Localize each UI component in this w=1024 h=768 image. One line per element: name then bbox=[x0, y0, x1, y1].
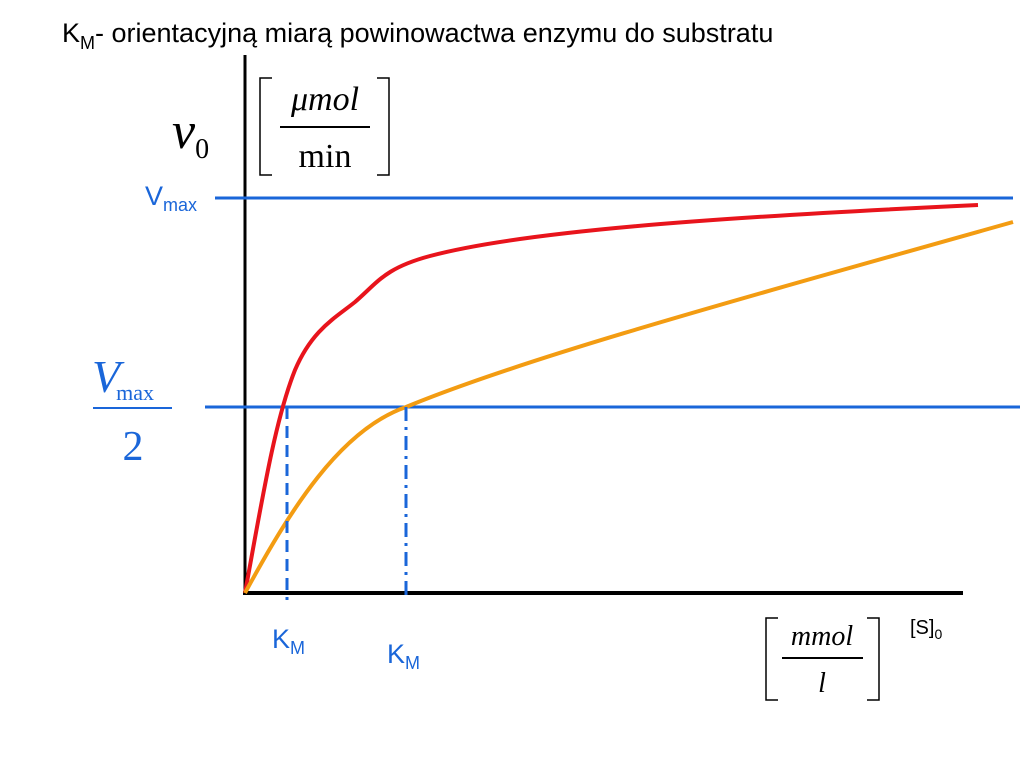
bracket bbox=[867, 617, 880, 701]
title-sub: M bbox=[80, 33, 95, 53]
bracket bbox=[259, 77, 272, 176]
km-sub: M bbox=[290, 638, 305, 658]
vmax-sub: max bbox=[163, 195, 197, 215]
x-label-sub: 0 bbox=[934, 626, 942, 642]
curve-low-affinity bbox=[243, 220, 1014, 594]
vmax-main: V bbox=[145, 181, 163, 211]
x-label-main: [S] bbox=[910, 617, 934, 639]
km-main: K bbox=[272, 624, 290, 654]
title: KM- orientacyjną miarą powinowactwa enzy… bbox=[62, 18, 773, 53]
km-sub: M bbox=[405, 653, 420, 673]
vmax-label: Vmax bbox=[145, 181, 197, 215]
bracket bbox=[765, 617, 778, 701]
curve-high-affinity bbox=[243, 203, 979, 594]
title-rest: - orientacyjną miarą powinowactwa enzymu… bbox=[95, 18, 773, 48]
x-unit-num: mmol bbox=[791, 621, 853, 652]
y-symbol-sub: 0 bbox=[195, 134, 209, 165]
bracket bbox=[377, 77, 390, 176]
half-vmax-num: Vmax bbox=[92, 351, 154, 405]
title-main: K bbox=[62, 18, 80, 48]
y-unit-num: μmol bbox=[290, 81, 359, 118]
x-label: [S]0 bbox=[910, 617, 942, 642]
half-vmax-main: V bbox=[92, 351, 125, 402]
half-vmax-sub: max bbox=[116, 380, 154, 405]
half-vmax-den: 2 bbox=[123, 424, 144, 470]
km-label: KM bbox=[272, 624, 305, 658]
km-main: K bbox=[387, 639, 405, 669]
km-label: KM bbox=[387, 639, 420, 673]
y-symbol-main: v bbox=[172, 103, 196, 160]
y-symbol: v0 bbox=[172, 103, 209, 165]
x-unit-den: l bbox=[818, 668, 826, 699]
y-unit-den: min bbox=[299, 138, 352, 175]
